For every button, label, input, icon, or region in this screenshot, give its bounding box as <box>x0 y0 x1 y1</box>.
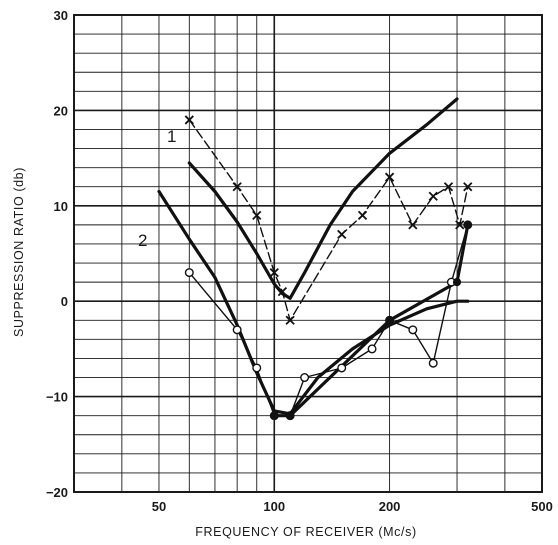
x-axis-title: FREQUENCY OF RECEIVER (Mc/s) <box>195 525 416 539</box>
x-marker-stroke <box>408 220 418 230</box>
x-marker <box>384 172 395 182</box>
x-marker-stroke <box>337 229 347 240</box>
x-marker-stroke <box>277 287 288 297</box>
x-tick-labels: 50 100 200 500 <box>152 499 553 514</box>
y-tick-label: 20 <box>54 103 68 118</box>
y-tick-label: 30 <box>54 8 68 23</box>
y-tick-label: −10 <box>46 390 68 405</box>
y-tick-label: 0 <box>61 294 68 309</box>
y-tick-labels: −20 −10 0 10 20 30 <box>46 8 68 500</box>
series-line-1 <box>187 97 459 300</box>
major-grid <box>74 14 542 493</box>
x-marker <box>184 115 194 125</box>
x-marker-stroke <box>357 210 368 220</box>
circle-marker <box>184 268 194 278</box>
x-marker <box>232 182 242 192</box>
x-tick-label: 500 <box>531 499 553 514</box>
curve-label-1: 1 <box>167 127 176 146</box>
x-marker <box>408 220 418 230</box>
series-layer <box>157 97 470 418</box>
x-tick-label: 100 <box>263 499 285 514</box>
x-marker-stroke <box>463 182 473 192</box>
x-marker-stroke <box>285 315 295 325</box>
x-marker <box>428 191 438 201</box>
circle-marker <box>252 363 262 373</box>
x-marker <box>337 229 347 240</box>
x-marker-stroke <box>252 210 262 220</box>
x-tick-label: 50 <box>152 499 166 514</box>
circle-marker <box>428 358 438 368</box>
circle-marker <box>408 325 418 335</box>
filled-marker <box>463 220 472 229</box>
y-tick-label: 10 <box>54 199 68 214</box>
x-marker <box>443 182 454 192</box>
x-marker <box>285 315 295 325</box>
x-marker-stroke <box>269 267 279 278</box>
circle-marker <box>367 344 377 354</box>
y-tick-label: −20 <box>46 485 68 500</box>
x-marker <box>269 267 279 278</box>
x-marker <box>252 210 262 220</box>
plot-frame <box>73 14 543 493</box>
x-marker-stroke <box>384 172 395 182</box>
x-marker <box>277 287 288 297</box>
filled-marker <box>270 411 279 420</box>
x-marker-stroke <box>455 220 465 230</box>
x-marker-stroke <box>428 191 438 201</box>
circle-marker <box>300 373 310 383</box>
x-marker <box>455 220 465 230</box>
circle-marker <box>337 363 347 373</box>
filled-marker <box>286 411 295 420</box>
x-marker <box>463 182 473 192</box>
x-marker-stroke <box>184 115 194 125</box>
curve-label-2: 2 <box>138 231 147 250</box>
filled-marker <box>385 316 394 325</box>
marker-layer <box>184 115 473 421</box>
series-line-3 <box>188 119 469 321</box>
filled-marker <box>452 278 462 287</box>
x-marker <box>357 210 368 220</box>
y-axis-title: SUPPRESSION RATIO (db) <box>12 167 26 337</box>
x-tick-label: 200 <box>379 499 401 514</box>
circle-marker <box>232 325 242 335</box>
x-marker-stroke <box>443 182 454 192</box>
minor-grid <box>73 15 543 492</box>
x-marker-stroke <box>232 182 242 192</box>
